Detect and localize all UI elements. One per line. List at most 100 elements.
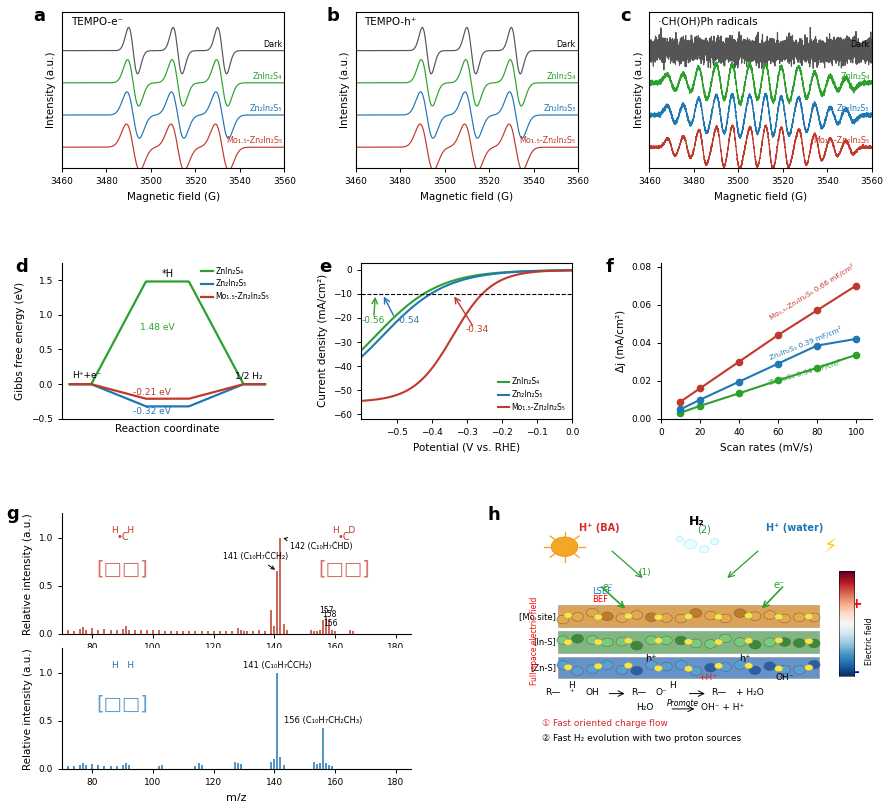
Text: h⁺: h⁺ <box>739 654 750 664</box>
Text: R—: R— <box>631 688 646 697</box>
Text: TEMPO-e⁻: TEMPO-e⁻ <box>71 17 123 26</box>
Text: H₂O: H₂O <box>636 703 653 712</box>
Circle shape <box>645 613 658 622</box>
Mo₁.₅-Zn₂In₂S₅ <box>528 268 539 277</box>
Text: e⁻: e⁻ <box>603 582 614 592</box>
Mo₁.₅-Zn₂In₂S₅ <box>448 330 458 340</box>
Text: Electric field: Electric field <box>866 618 874 665</box>
Text: 1/2 H₂: 1/2 H₂ <box>235 371 263 380</box>
Text: +H⁺: +H⁺ <box>698 673 717 682</box>
ZnIn₂S₄ <box>440 279 450 288</box>
Circle shape <box>704 639 717 648</box>
Circle shape <box>675 636 687 645</box>
Circle shape <box>804 614 813 619</box>
Circle shape <box>572 634 583 643</box>
Circle shape <box>735 661 746 670</box>
Legend: ZnIn₂S₄, Zn₂In₂S₅, Mo₁.₅-Zn₂In₂S₅: ZnIn₂S₄, Zn₂In₂S₅, Mo₁.₅-Zn₂In₂S₅ <box>495 374 568 415</box>
Circle shape <box>794 666 805 674</box>
Circle shape <box>779 614 790 623</box>
Bar <box>558 657 820 678</box>
Circle shape <box>624 638 633 644</box>
Circle shape <box>699 545 709 553</box>
Text: OH⁻ + H⁺: OH⁻ + H⁺ <box>701 703 744 712</box>
Text: Zn₂In₂S₅ 0.39 mF/cm²: Zn₂In₂S₅ 0.39 mF/cm² <box>768 325 843 361</box>
Text: R—: R— <box>712 688 727 697</box>
Zn₂In₂S₅ <box>181 401 191 411</box>
Circle shape <box>808 613 820 622</box>
ZnIn₂S₄ <box>185 279 196 288</box>
X-axis label: Magnetic field (G): Magnetic field (G) <box>420 191 513 202</box>
Text: Zn₂In₂S₅: Zn₂In₂S₅ <box>543 104 576 113</box>
Text: ZnIn₂S₄: ZnIn₂S₄ <box>546 72 576 81</box>
Circle shape <box>660 636 673 645</box>
Text: f: f <box>606 258 614 276</box>
Zn₂In₂S₅ <box>185 401 196 411</box>
Text: -0.54: -0.54 <box>396 316 419 324</box>
Zn₂In₂S₅ <box>65 380 76 389</box>
Circle shape <box>684 666 693 672</box>
Circle shape <box>720 634 731 642</box>
Text: ZnIn₂S₄: ZnIn₂S₄ <box>840 72 869 81</box>
ZnIn₂S₄ <box>65 380 76 389</box>
Circle shape <box>690 609 702 618</box>
Circle shape <box>594 663 603 670</box>
Circle shape <box>616 666 627 674</box>
Circle shape <box>735 638 746 646</box>
Text: ⚡: ⚡ <box>823 537 836 556</box>
Circle shape <box>774 614 783 620</box>
Y-axis label: Intensity (a.u.): Intensity (a.u.) <box>340 52 350 128</box>
Circle shape <box>764 662 776 670</box>
Text: Zn₂In₂S₅: Zn₂In₂S₅ <box>837 104 869 113</box>
Text: Mo₁.₅-Zn₂In₂S₅ 0.66 mF/cm²: Mo₁.₅-Zn₂In₂S₅ 0.66 mF/cm² <box>768 263 856 321</box>
Text: 156: 156 <box>323 618 337 627</box>
Line: Zn₂In₂S₅: Zn₂In₂S₅ <box>354 270 580 364</box>
Text: Dark: Dark <box>557 40 576 49</box>
Text: h: h <box>488 505 501 524</box>
Zn₂In₂S₅ <box>259 380 270 389</box>
Text: TEMPO-h⁺: TEMPO-h⁺ <box>365 17 417 26</box>
Mo₁.₅-Zn₂In₂S₅ <box>65 380 76 389</box>
Circle shape <box>660 662 673 671</box>
Circle shape <box>594 614 603 620</box>
ZnIn₂S₄ <box>504 268 514 277</box>
Zn₂In₂S₅ <box>448 278 458 288</box>
Text: LSEF: LSEF <box>592 587 612 596</box>
Text: H₂: H₂ <box>689 515 705 528</box>
Text: e⁻: e⁻ <box>774 580 785 590</box>
Circle shape <box>654 666 663 671</box>
Text: Mo₁.₅-Zn₂In₂S₅: Mo₁.₅-Zn₂In₂S₅ <box>519 136 576 145</box>
Text: c: c <box>620 7 631 26</box>
Y-axis label: Δj (mA/cm²): Δj (mA/cm²) <box>616 310 627 372</box>
Text: H   D: H D <box>333 525 356 535</box>
Circle shape <box>744 613 753 618</box>
Text: Mo₁.₅-Zn₂In₂S₅: Mo₁.₅-Zn₂In₂S₅ <box>813 136 869 145</box>
Text: 158: 158 <box>322 610 336 618</box>
Legend: ZnIn₂S₄, Zn₂In₂S₅, Mo₁.₅-Zn₂In₂S₅: ZnIn₂S₄, Zn₂In₂S₅, Mo₁.₅-Zn₂In₂S₅ <box>202 267 269 301</box>
Zn₂In₂S₅ <box>372 336 382 346</box>
Text: OH: OH <box>586 688 599 697</box>
Circle shape <box>684 638 693 645</box>
Text: + H₂O: + H₂O <box>735 688 764 697</box>
Text: Dark: Dark <box>850 40 869 49</box>
Mo₁.₅-Zn₂In₂S₅ <box>574 265 585 275</box>
Circle shape <box>557 661 569 670</box>
Circle shape <box>601 661 613 670</box>
Text: -0.34: -0.34 <box>466 325 489 334</box>
Mo₁.₅-Zn₂In₂S₅ <box>230 381 241 391</box>
X-axis label: Magnetic field (G): Magnetic field (G) <box>714 191 807 202</box>
ZnIn₂S₄ <box>181 276 192 286</box>
Text: Full-space electric field: Full-space electric field <box>530 597 539 686</box>
Circle shape <box>720 662 731 671</box>
Text: -0.21 eV: -0.21 eV <box>134 388 171 397</box>
Circle shape <box>711 538 719 545</box>
Circle shape <box>808 639 820 648</box>
Text: g: g <box>6 505 19 523</box>
Text: [□□]: [□□] <box>319 559 370 578</box>
Circle shape <box>774 666 783 672</box>
Circle shape <box>749 640 761 649</box>
Circle shape <box>808 660 820 669</box>
Mo₁.₅-Zn₂In₂S₅ <box>65 380 75 389</box>
Text: Dark: Dark <box>263 40 282 49</box>
Text: 1.48 eV: 1.48 eV <box>140 323 174 332</box>
Circle shape <box>564 639 573 646</box>
